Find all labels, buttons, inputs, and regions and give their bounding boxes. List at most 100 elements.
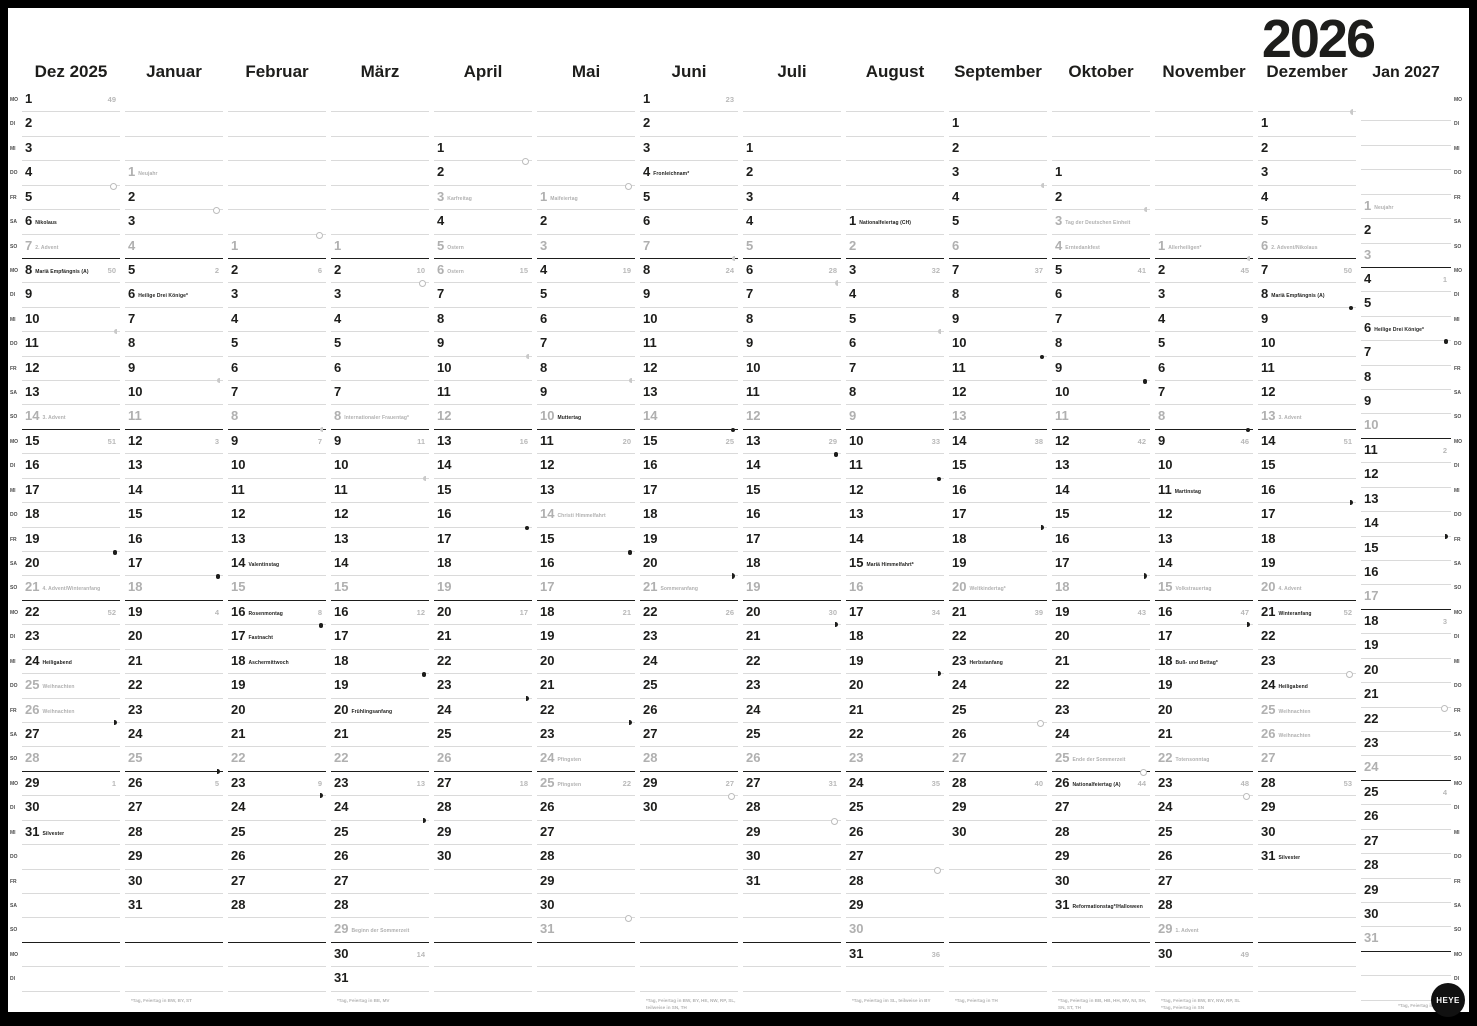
day-cell: 29 (434, 821, 532, 846)
day-number: 30 (849, 921, 864, 937)
day-cell: 14 Christi Himmelfahrt (537, 503, 635, 528)
weekday-label: FR (10, 707, 17, 714)
day-cell: 29 (125, 845, 223, 870)
day-number: 16 (540, 555, 555, 571)
day-cell: 16 (1258, 479, 1356, 504)
day-number: 1 (1364, 197, 1372, 213)
holiday-label: Weihnachten (1278, 708, 1311, 715)
day-number: 26 (849, 823, 864, 839)
day-number: 13 (849, 506, 864, 522)
day-cell (537, 88, 635, 113)
week-number: 3 (1442, 616, 1447, 626)
day-cell: 18 (1052, 573, 1150, 601)
day-number: 27 (952, 750, 967, 766)
day-cell: 6 (1155, 357, 1253, 382)
day-cell: 15 51 (22, 430, 120, 455)
day-cell: 9 (1258, 305, 1356, 333)
day-number: 28 (25, 750, 40, 766)
day-number: 14 (849, 530, 864, 546)
day-cell: 29 (1361, 879, 1451, 903)
weekday-label: DO (1454, 854, 1462, 861)
day-cell: 15 (228, 576, 326, 601)
day-number: 23 (437, 677, 452, 693)
day-number: 20 (128, 628, 143, 644)
day-number: 19 (231, 677, 246, 693)
day-cell: 18 (743, 552, 841, 577)
day-cell: 3 (1258, 161, 1356, 186)
moon-last-quarter-icon (320, 426, 323, 433)
day-cell: 27 (1361, 830, 1451, 855)
day-number: 29 (952, 799, 967, 815)
day-cell: 3 (1361, 244, 1451, 268)
day-cell (1361, 952, 1451, 977)
day-number: 9 (231, 432, 239, 448)
day-cell (537, 112, 635, 137)
moon-new-icon (318, 623, 323, 628)
day-cell: 4 (1258, 186, 1356, 211)
day-cell: 10 33 (846, 430, 944, 455)
moon-new-icon (833, 452, 838, 457)
day-cell: 7 (125, 308, 223, 333)
day-cell: 22 52 (22, 601, 120, 626)
day-number: 2 (128, 188, 136, 204)
day-number: 8 (1055, 335, 1063, 351)
day-cell: 13 (22, 381, 120, 406)
day-cell: 21 (537, 674, 635, 699)
day-cell: 14 (1052, 479, 1150, 504)
day-cell (640, 845, 738, 870)
day-number: 4 (25, 164, 33, 180)
month-column-jan-2027: Jan 2027 1 Neujahr 2 3 4 1 5 6 Heilige Drei König… (1361, 8, 1459, 1011)
holiday-label: Herbstanfang (969, 659, 1003, 666)
day-cell: 21 (1155, 723, 1253, 748)
weekday-label: SO (1454, 927, 1462, 934)
day-number: 8 (231, 408, 239, 424)
day-number: 1 (746, 139, 754, 155)
day-cell: 5 (743, 235, 841, 259)
holiday-label: Tag der Deutschen Einheit (1065, 220, 1131, 227)
day-number: 14 (231, 555, 246, 571)
day-cell: 24 (640, 650, 738, 675)
day-cell: 24 Pfingsten (537, 747, 635, 772)
month-header: März (360, 62, 400, 81)
week-number: 4 (1442, 787, 1447, 797)
day-number: 8 (1364, 368, 1372, 384)
day-number: 17 (1055, 555, 1070, 571)
day-cell: 18 (949, 524, 1047, 553)
day-cell: 12 42 (1052, 430, 1150, 455)
day-cell: 6 2. Advent/Nikolaus (1258, 235, 1356, 259)
day-cell (434, 943, 532, 968)
day-cell: 16 (846, 576, 944, 601)
day-cell: 25 (434, 723, 532, 748)
day-cell: 20 4. Advent (1258, 576, 1356, 601)
day-number: 31 (334, 970, 349, 986)
moon-full-icon (625, 182, 632, 190)
weekday-label: DI (1454, 634, 1459, 641)
day-number: 27 (25, 725, 40, 741)
day-cell: 24 35 (846, 772, 944, 797)
moon-new-icon (627, 550, 632, 555)
week-number: 50 (1343, 265, 1352, 275)
weekday-label: MO (10, 438, 19, 445)
day-cell: 18 (434, 552, 532, 577)
day-number: 27 (540, 823, 555, 839)
day-cell: 18 (1258, 528, 1356, 553)
day-number: 20 (952, 579, 967, 595)
week-number: 17 (519, 607, 528, 617)
day-number: 26 (1364, 808, 1379, 824)
day-number: 10 (849, 432, 864, 448)
day-cell: 4 (434, 210, 532, 235)
week-number: 15 (519, 265, 528, 275)
day-number: 12 (849, 481, 864, 497)
day-cell: 5 (846, 308, 944, 333)
day-cell: 1 23 (640, 88, 738, 113)
holiday-label: Mariä Empfängnis (A) (1271, 293, 1325, 300)
day-cell: 1 (949, 112, 1047, 137)
day-cell (331, 210, 429, 235)
week-number: 23 (725, 95, 734, 104)
day-number: 23 (540, 725, 555, 741)
day-cell: 18 Buß- und Bettag* (1155, 650, 1253, 675)
week-number: 45 (1240, 265, 1249, 275)
day-cell: 20 (228, 699, 326, 723)
day-cell (1155, 210, 1253, 235)
day-number: 21 (128, 652, 143, 668)
